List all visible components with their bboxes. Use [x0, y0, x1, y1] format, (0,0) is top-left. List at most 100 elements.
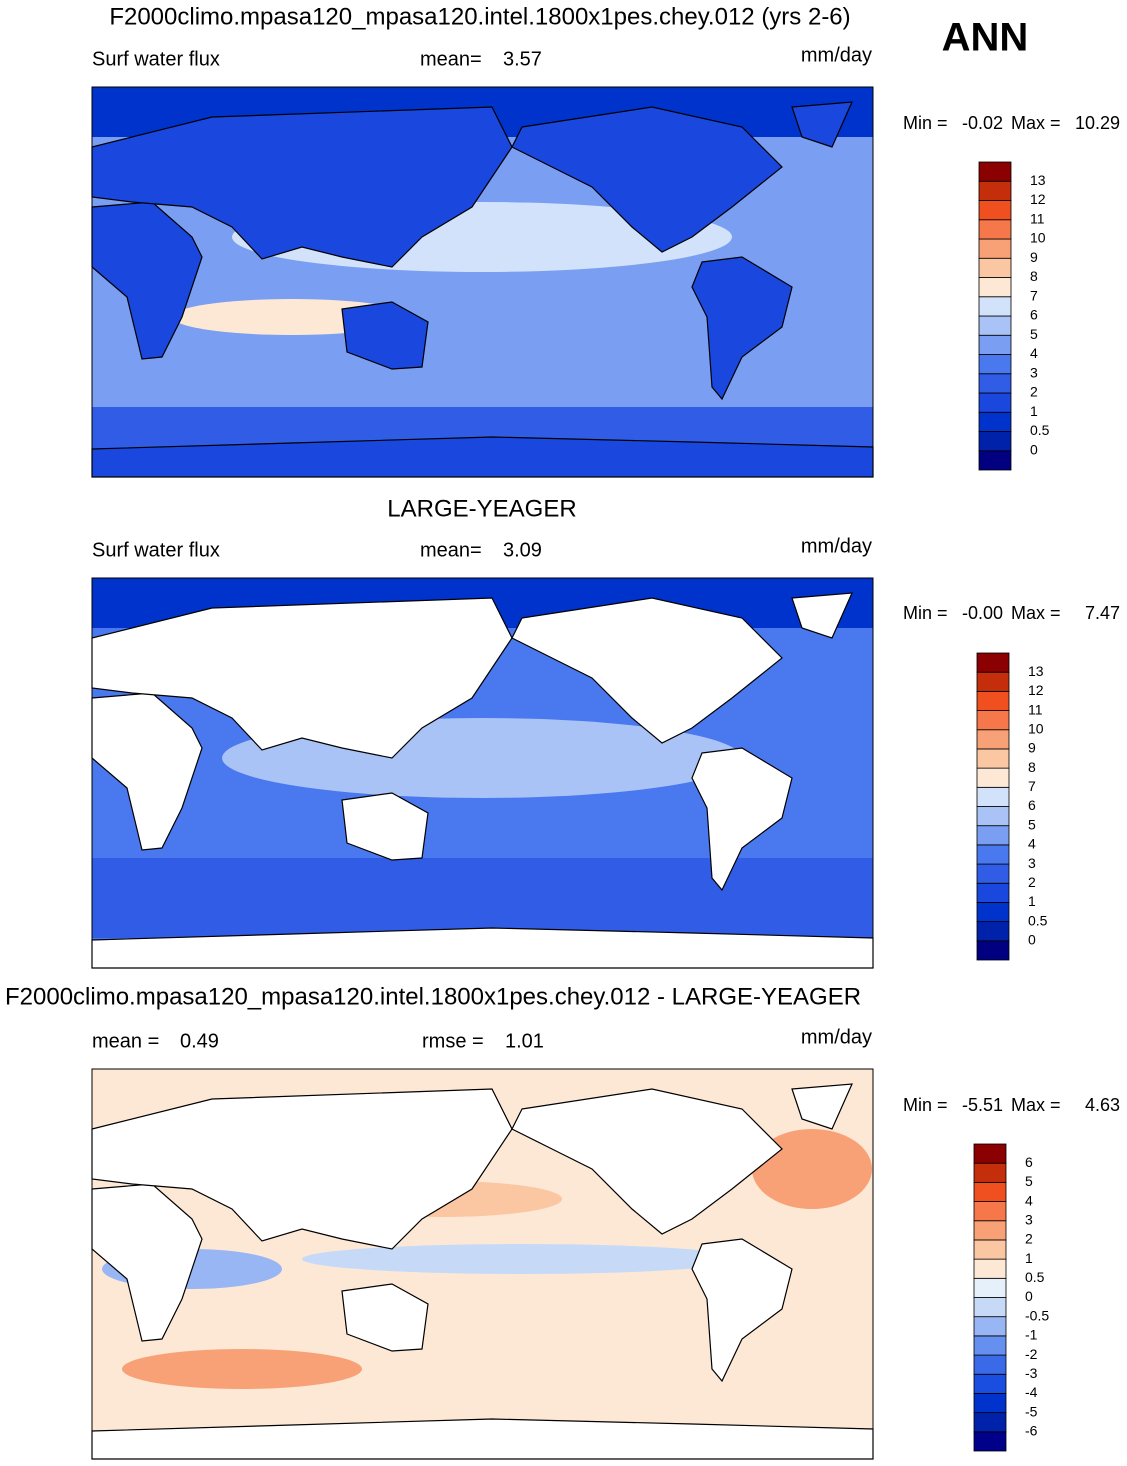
- colorbar-label: 9: [1028, 740, 1036, 756]
- panel-title: F2000climo.mpasa120_mpasa120.intel.1800x…: [5, 983, 861, 1010]
- colorbar-swatch: [973, 1220, 1007, 1241]
- colorbar-swatch: [978, 392, 1012, 413]
- colorbar-swatch: [976, 863, 1010, 884]
- colorbar-swatch: [976, 748, 1010, 769]
- stat-value: 3.57: [503, 48, 542, 70]
- season: ANN: [942, 16, 1029, 60]
- max-label: Max =: [1011, 603, 1061, 623]
- min-label: Min =: [903, 1095, 948, 1115]
- colorbar-label: 3: [1025, 1211, 1033, 1227]
- colorbar-swatch: [978, 296, 1012, 317]
- colorbar-label: 0: [1030, 441, 1038, 457]
- colorbar-swatch: [978, 200, 1012, 221]
- colorbar-swatch: [978, 238, 1012, 259]
- colorbar-label: -2: [1025, 1346, 1038, 1362]
- colorbar-label: 5: [1028, 816, 1036, 832]
- map-diff: [91, 1068, 874, 1460]
- stat-value: 0.49: [180, 1030, 219, 1052]
- min-value: -0.00: [962, 603, 1003, 623]
- colorbar-label: 12: [1028, 682, 1044, 698]
- min-label: Min =: [903, 603, 948, 623]
- colorbar-label: -0.5: [1025, 1307, 1049, 1323]
- map-obs: [91, 577, 874, 969]
- stat-value: 3.09: [503, 539, 542, 561]
- colorbar-label: 6: [1028, 797, 1036, 813]
- colorbar-label: 8: [1030, 268, 1038, 284]
- colorbar-swatch: [978, 354, 1012, 375]
- colorbar-label: 2: [1025, 1231, 1033, 1247]
- panel-title: LARGE-YEAGER: [387, 495, 576, 522]
- colorbar-swatch: [973, 1335, 1007, 1356]
- colorbar-label: -3: [1025, 1365, 1038, 1381]
- colorbar-label: 0.5: [1030, 422, 1050, 438]
- colorbar-swatch: [976, 786, 1010, 807]
- map-model: [91, 86, 874, 478]
- colorbar-swatch: [978, 373, 1012, 394]
- colorbar-label: 13: [1030, 172, 1046, 188]
- colorbar-swatch: [978, 277, 1012, 298]
- colorbar-label: 7: [1028, 778, 1036, 794]
- min-value: -0.02: [962, 113, 1003, 133]
- colorbar-label: 4: [1030, 345, 1038, 361]
- colorbar-label: -4: [1025, 1384, 1038, 1400]
- colorbar-swatch: [973, 1239, 1007, 1260]
- colorbar-swatch: [973, 1393, 1007, 1414]
- colorbar-swatch: [973, 1143, 1007, 1164]
- colorbar-swatch: [973, 1258, 1007, 1279]
- stat-label: mean =: [92, 1030, 159, 1052]
- max-label: Max =: [1011, 1095, 1061, 1115]
- colorbar-label: 0.5: [1025, 1269, 1045, 1285]
- max-label: Max =: [1011, 113, 1061, 133]
- colorbar-swatch: [976, 882, 1010, 903]
- colorbar-label: 0.5: [1028, 912, 1048, 928]
- max-value: 10.29: [1075, 113, 1120, 133]
- colorbar-swatch: [973, 1297, 1007, 1318]
- min-value: -5.51: [962, 1095, 1003, 1115]
- colorbar-swatch: [978, 161, 1012, 182]
- colorbar-swatch: [973, 1373, 1007, 1394]
- colorbar-swatch: [976, 902, 1010, 923]
- colorbar-swatch: [976, 940, 1010, 961]
- colorbar-swatch: [978, 219, 1012, 240]
- colorbar-swatch: [973, 1201, 1007, 1222]
- panel-title: F2000climo.mpasa120_mpasa120.intel.1800x…: [109, 3, 850, 30]
- colorbar-swatch: [976, 825, 1010, 846]
- colorbar-label: 7: [1030, 287, 1038, 303]
- colorbar-swatch: [976, 652, 1010, 673]
- colorbar-swatch: [978, 334, 1012, 355]
- colorbar-label: 5: [1025, 1173, 1033, 1189]
- colorbar-label: 12: [1030, 191, 1046, 207]
- variable-label: Surf water flux: [92, 539, 220, 561]
- colorbar-label: 5: [1030, 326, 1038, 342]
- colorbar-swatch: [973, 1277, 1007, 1298]
- colorbar-swatch: [978, 180, 1012, 201]
- colorbar-swatch: [973, 1431, 1007, 1452]
- colorbar-label: 11: [1030, 210, 1045, 226]
- colorbar-label: 3: [1028, 855, 1036, 871]
- colorbar-label: 3: [1030, 364, 1038, 380]
- colorbar-swatch: [978, 315, 1012, 336]
- colorbar-label: 10: [1028, 720, 1044, 736]
- colorbar-swatch: [978, 257, 1012, 278]
- colorbar-label: 1: [1030, 403, 1038, 419]
- colorbar-swatch: [976, 844, 1010, 865]
- colorbar-swatch: [973, 1412, 1007, 1433]
- colorbar-label: 8: [1028, 759, 1036, 775]
- units: mm/day: [801, 44, 872, 66]
- colorbar-label: 0: [1028, 932, 1036, 948]
- colorbar-label: 0: [1025, 1288, 1033, 1304]
- colorbar-label: 9: [1030, 249, 1038, 265]
- colorbar-label: 2: [1028, 874, 1036, 890]
- colorbar-label: 11: [1028, 701, 1043, 717]
- colorbar-label: 6: [1030, 307, 1038, 323]
- colorbar-swatch: [978, 411, 1012, 432]
- max-value: 4.63: [1085, 1095, 1120, 1115]
- colorbar-swatch: [973, 1316, 1007, 1337]
- colorbar-label: 4: [1025, 1192, 1033, 1208]
- colorbar-label: 13: [1028, 663, 1044, 679]
- colorbar-swatch: [976, 921, 1010, 942]
- colorbar-swatch: [973, 1354, 1007, 1375]
- variable-label: Surf water flux: [92, 48, 220, 70]
- colorbar-label: 6: [1025, 1154, 1033, 1170]
